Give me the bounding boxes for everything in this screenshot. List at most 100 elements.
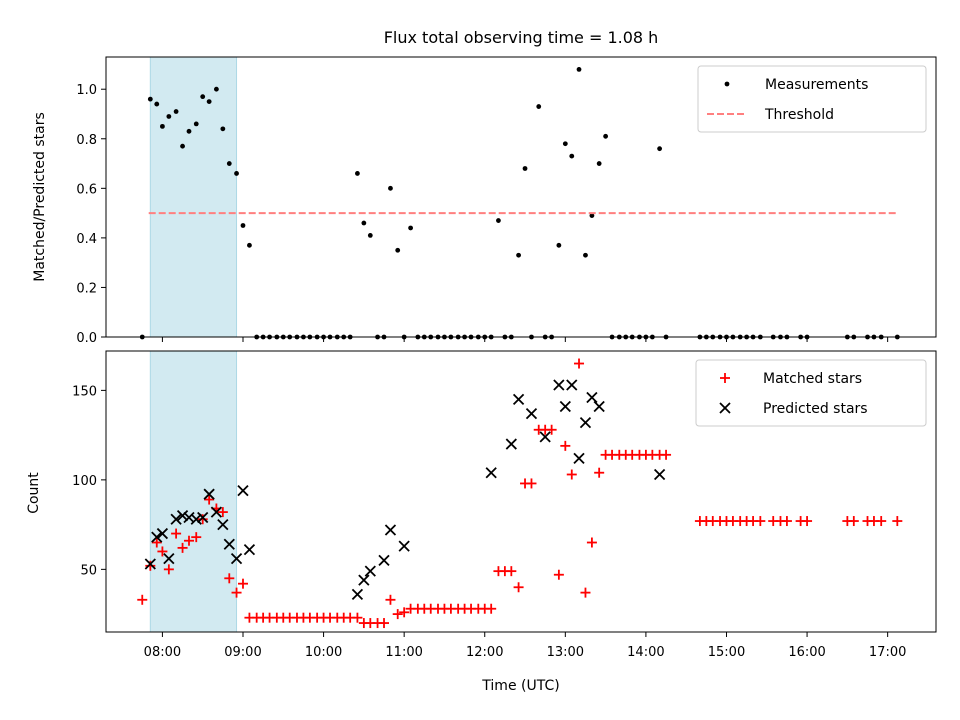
bottom-y-tick-label: 50 bbox=[80, 563, 97, 578]
predicted-stars-point bbox=[566, 379, 578, 391]
matched-stars-point bbox=[399, 607, 410, 618]
matched-stars-point bbox=[526, 478, 537, 489]
predicted-stars-point bbox=[190, 513, 202, 525]
measurement-point bbox=[408, 225, 414, 231]
matched-stars-point bbox=[163, 564, 174, 575]
predicted-stars-point bbox=[525, 408, 538, 420]
matched-stars-point bbox=[379, 618, 390, 629]
bottom-legend-handle bbox=[719, 402, 731, 414]
bottom-plot-series bbox=[137, 358, 903, 629]
top-legend-label: Threshold bbox=[764, 107, 834, 123]
bottom-x-tick-label: 10:00 bbox=[305, 645, 342, 660]
predicted-stars-point bbox=[351, 588, 364, 601]
predicted-stars-point bbox=[243, 544, 256, 556]
top-highlight-rect bbox=[149, 56, 238, 338]
measurement-point bbox=[166, 114, 172, 119]
predicted-stars-point bbox=[203, 488, 215, 500]
matched-stars-point bbox=[151, 537, 162, 548]
top-legend-handle bbox=[724, 81, 730, 87]
top-y-tick-label: 0.2 bbox=[76, 281, 97, 296]
predicted-stars-point bbox=[230, 552, 243, 565]
measurement-point bbox=[247, 242, 252, 248]
top-y-tick-label: 0.4 bbox=[76, 232, 97, 247]
bottom-axis-ticks: 50 100 150 08:00 09:00 10:00 11:00 12:00 13:00 14… bbox=[72, 384, 906, 660]
matched-stars-point bbox=[197, 514, 208, 525]
bottom-legend: Matched stars Predicted stars bbox=[695, 359, 927, 427]
predicted-stars-point bbox=[573, 452, 585, 465]
matched-stars-point bbox=[137, 594, 148, 605]
predicted-stars-point bbox=[485, 467, 497, 479]
top-plot-frame bbox=[105, 56, 937, 338]
measurement-point bbox=[536, 104, 542, 109]
matched-stars-point bbox=[586, 537, 597, 548]
matched-stars-point bbox=[848, 516, 859, 527]
bottom-x-tick-label: 09:00 bbox=[224, 645, 261, 660]
measurement-point bbox=[361, 220, 367, 226]
measurement-point bbox=[160, 123, 165, 129]
top-axis-ticks: 0.0 0.2 0.4 0.6 0.8 1.0 bbox=[76, 83, 889, 346]
bottom-highlight-span bbox=[149, 350, 238, 633]
predicted-stars-point bbox=[512, 393, 525, 405]
matched-stars-point bbox=[513, 582, 524, 593]
top-y-axis-label: Matched/Predicted stars bbox=[32, 112, 48, 282]
measurement-point bbox=[522, 166, 528, 171]
matched-stars-point bbox=[224, 573, 235, 584]
bottom-y-axis-label: Count bbox=[26, 472, 42, 514]
bottom-x-tick-label: 08:00 bbox=[144, 645, 181, 660]
predicted-stars-point bbox=[505, 438, 517, 450]
matched-stars-point bbox=[392, 609, 403, 620]
measurement-point bbox=[583, 252, 588, 258]
predicted-stars-point bbox=[586, 391, 598, 404]
top-legend-box bbox=[697, 65, 927, 133]
bottom-y-tick-label: 150 bbox=[72, 384, 97, 399]
predicted-stars-point bbox=[553, 379, 565, 391]
matched-stars-point bbox=[486, 603, 497, 614]
bottom-panel: 50 100 150 08:00 09:00 10:00 11:00 12:00 13:00 14… bbox=[26, 350, 937, 694]
measurement-point bbox=[186, 128, 192, 134]
predicted-stars-point bbox=[170, 513, 182, 525]
top-y-tick-label: 0.6 bbox=[76, 182, 97, 197]
predicted-stars-point bbox=[378, 554, 390, 567]
predicted-stars-point bbox=[579, 416, 592, 429]
matched-stars-point bbox=[594, 467, 605, 478]
predicted-stars-point bbox=[398, 540, 410, 552]
matched-stars-point bbox=[191, 532, 202, 543]
predicted-stars-point bbox=[384, 524, 397, 536]
matched-stars-point bbox=[171, 528, 182, 539]
measurement-point bbox=[180, 143, 185, 149]
measurement-point bbox=[603, 133, 609, 139]
matched-stars-point bbox=[506, 566, 517, 577]
matched-stars-point bbox=[892, 516, 903, 527]
predicted-stars-point bbox=[197, 511, 209, 524]
top-y-tick-label: 1.0 bbox=[76, 83, 97, 98]
bottom-legend-label: Predicted stars bbox=[763, 401, 868, 417]
predicted-stars-point bbox=[539, 431, 551, 443]
top-panel: 0.0 0.2 0.4 0.6 0.8 1.0 Matched/Predicted sta… bbox=[32, 56, 937, 346]
predicted-stars-point bbox=[358, 574, 370, 586]
matched-stars-point bbox=[157, 546, 168, 557]
chart-title: Flux total observing time = 1.08 h bbox=[384, 28, 659, 47]
matched-stars-point bbox=[781, 516, 792, 527]
predicted-stars-point bbox=[223, 538, 235, 550]
top-y-tick-label: 0.0 bbox=[76, 331, 97, 346]
measurement-point bbox=[562, 141, 568, 147]
measurement-point bbox=[395, 247, 401, 253]
matched-stars-point bbox=[204, 494, 215, 505]
measurement-point bbox=[657, 146, 663, 152]
matched-stars-point bbox=[876, 516, 887, 527]
measurement-point bbox=[193, 121, 199, 127]
bottom-x-tick-label: 12:00 bbox=[466, 645, 503, 660]
matched-stars-point bbox=[661, 449, 672, 460]
measurement-point bbox=[516, 252, 521, 258]
bottom-x-tick-label: 16:00 bbox=[788, 645, 825, 660]
measurement-point bbox=[147, 96, 153, 102]
predicted-stars-point bbox=[559, 400, 571, 413]
matched-stars-point bbox=[184, 535, 194, 546]
matched-stars-point bbox=[546, 424, 557, 435]
measurement-point bbox=[556, 242, 562, 248]
matched-stars-point bbox=[580, 587, 591, 598]
predicted-stars-point bbox=[364, 565, 376, 577]
measurement-point bbox=[154, 101, 160, 107]
predicted-stars-point bbox=[210, 506, 223, 518]
